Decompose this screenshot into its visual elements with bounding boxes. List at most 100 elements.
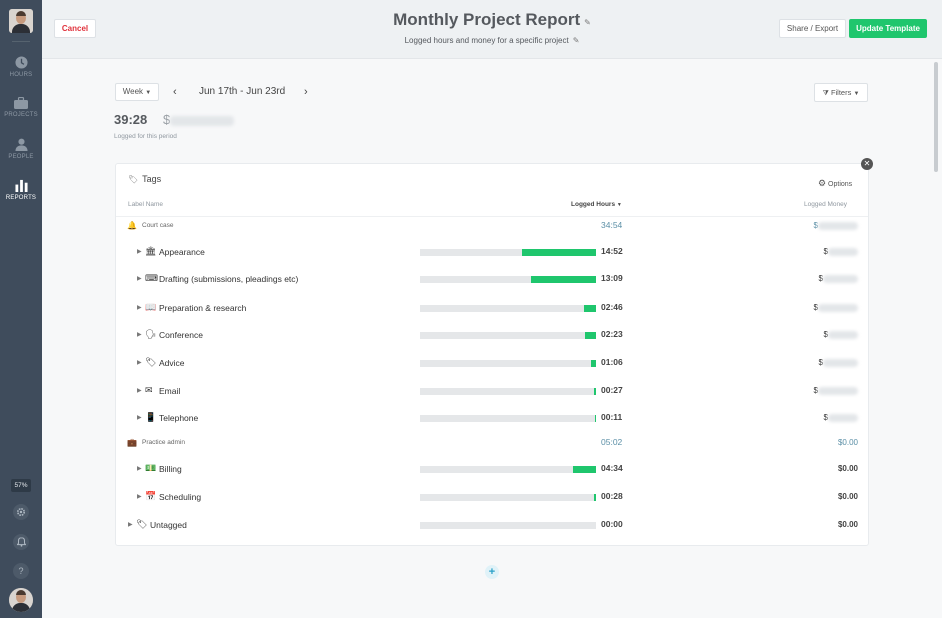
row-label: Appearance	[159, 247, 205, 257]
sidebar-item-label: PEOPLE	[8, 154, 34, 160]
hours-bar-fill	[522, 249, 596, 256]
row-money-text: $	[823, 330, 828, 339]
bar-chart-icon	[14, 179, 28, 192]
col-header-label[interactable]: Label Name	[128, 201, 164, 208]
row-money: $0.00	[838, 464, 858, 473]
group-label: Court case	[142, 222, 174, 229]
row-money-text: $0.00	[837, 492, 858, 501]
row-label: Preparation & research	[159, 303, 247, 313]
group-money-text: $0.00	[837, 438, 858, 447]
caret-down-icon: ▼	[853, 91, 860, 97]
view-dropdown[interactable]: Week ▼	[115, 83, 159, 101]
row-money: $	[814, 303, 858, 312]
table-row[interactable]: ▶ 🏛 Appearance 14:52 $	[116, 244, 868, 262]
report-header: Cancel Monthly Project Report ✎ Logged ho…	[42, 0, 942, 59]
report-title: Monthly Project Report	[393, 10, 581, 29]
share-export-button[interactable]: Share / Export	[779, 19, 846, 38]
help-icon[interactable]: ?	[13, 563, 29, 579]
expand-caret-icon[interactable]: ▶	[137, 249, 142, 255]
table-row[interactable]: ▶ ⌨ Drafting (submissions, pleadings etc) 1…	[116, 271, 868, 289]
page-title[interactable]: Monthly Project Report ✎	[42, 10, 942, 30]
row-hours: 14:52	[601, 246, 623, 256]
expand-caret-icon[interactable]: ▶	[137, 466, 142, 472]
account-avatar[interactable]	[9, 588, 33, 612]
row-money-text: $	[813, 386, 818, 395]
page-subtitle[interactable]: Logged hours and money for a specific pr…	[42, 36, 942, 45]
row-label: Untagged	[150, 520, 187, 530]
hours-bar-fill	[591, 360, 596, 367]
pencil-icon[interactable]: ✎	[584, 18, 591, 27]
cancel-button[interactable]: Cancel	[54, 19, 96, 38]
chevron-right-icon[interactable]: ›	[304, 86, 308, 98]
expand-caret-icon[interactable]: ▶	[137, 415, 142, 421]
sidebar-item-label: PROJECTS	[4, 112, 38, 118]
row-hours: 00:00	[601, 519, 623, 529]
hours-bar-fill	[594, 388, 596, 395]
bell-icon[interactable]	[13, 534, 29, 550]
row-hours: 02:23	[601, 329, 623, 339]
hours-bar-fill	[585, 332, 596, 339]
gear-icon[interactable]	[13, 504, 29, 520]
expand-caret-icon[interactable]: ▶	[137, 360, 142, 366]
table-row[interactable]: ▶ 📅 Scheduling 00:28 $0.00	[116, 489, 868, 507]
hours-bar	[420, 249, 596, 256]
row-money-text: $	[823, 247, 828, 256]
caret-down-icon: ▼	[145, 90, 152, 96]
expand-caret-icon[interactable]: ▶	[137, 305, 142, 311]
table-row[interactable]: ▶ 📱 Telephone 00:11 $	[116, 410, 868, 428]
user-avatar[interactable]	[9, 9, 33, 33]
sort-desc-icon: ▼	[616, 202, 622, 208]
expand-caret-icon[interactable]: ▶	[137, 388, 142, 394]
sidebar-item-hours[interactable]: HOURS	[0, 56, 42, 78]
table-row[interactable]: ▶ 💵 Billing 04:34 $0.00	[116, 461, 868, 479]
group-money: $0.00	[838, 438, 858, 447]
book-icon: 📖	[145, 302, 157, 312]
expand-caret-icon[interactable]: ▶	[137, 332, 142, 338]
close-icon[interactable]: ✕	[861, 158, 873, 170]
row-money-text: $	[823, 413, 828, 422]
row-label: Drafting (submissions, pleadings etc)	[159, 274, 299, 284]
scrollbar[interactable]	[934, 62, 938, 172]
sidebar-item-reports[interactable]: REPORTS	[0, 179, 42, 201]
table-row[interactable]: ▶ ✉ Email 00:27 $	[116, 383, 868, 401]
row-label: Scheduling	[159, 492, 202, 502]
usage-badge: 57%	[11, 479, 31, 492]
money-icon: 💵	[145, 463, 157, 473]
pencil-icon[interactable]: ✎	[572, 36, 580, 45]
bell-icon: 🔔	[127, 221, 137, 230]
card-title: 🏷 Tags	[128, 174, 161, 184]
expand-caret-icon[interactable]: ▶	[137, 494, 142, 500]
row-hours: 01:06	[601, 357, 623, 367]
row-hours: 00:28	[601, 491, 623, 501]
row-money: $	[824, 330, 858, 339]
hours-bar	[420, 466, 596, 473]
expand-caret-icon[interactable]: ▶	[128, 522, 133, 528]
tag-icon: 🏷	[145, 357, 157, 367]
row-label: Advice	[159, 358, 185, 368]
tag-group[interactable]: 🔔 Court case 34:54 $	[116, 220, 868, 234]
tags-icon: 🏷	[128, 175, 139, 184]
hours-bar	[420, 276, 596, 283]
col-header-hours[interactable]: Logged Hours ▼	[571, 201, 622, 208]
options-button[interactable]: ⚙ Options	[818, 178, 852, 189]
hours-bar-fill	[594, 494, 596, 501]
hours-bar-fill	[531, 276, 596, 283]
row-money-text: $0.00	[837, 464, 858, 473]
hours-bar	[420, 388, 596, 395]
sidebar-item-projects[interactable]: PROJECTS	[0, 97, 42, 118]
table-row[interactable]: ▶ 🏷 Advice 01:06 $	[116, 355, 868, 373]
expand-caret-icon[interactable]: ▶	[137, 276, 142, 282]
add-section-button[interactable]: +	[485, 565, 499, 579]
table-row[interactable]: ▶ 🗣 Conference 02:23 $	[116, 327, 868, 345]
sidebar: HOURS PROJECTS PEOPLE REPORTS 57% ?	[0, 0, 42, 618]
chevron-left-icon[interactable]: ‹	[173, 86, 177, 98]
col-header-money[interactable]: Logged Money	[804, 201, 848, 208]
row-label: Conference	[159, 330, 203, 340]
row-label: Email	[159, 386, 181, 396]
update-template-button[interactable]: Update Template	[849, 19, 927, 38]
untagged-row[interactable]: ▶ 🏷 Untagged 00:00 $0.00	[116, 517, 868, 535]
filters-button[interactable]: ⧩ Filters ▼	[814, 83, 868, 102]
table-row[interactable]: ▶ 📖 Preparation & research 02:46 $	[116, 300, 868, 318]
sidebar-item-people[interactable]: PEOPLE	[0, 138, 42, 160]
tag-group[interactable]: 💼 Practice admin 05:02 $0.00	[116, 437, 868, 451]
